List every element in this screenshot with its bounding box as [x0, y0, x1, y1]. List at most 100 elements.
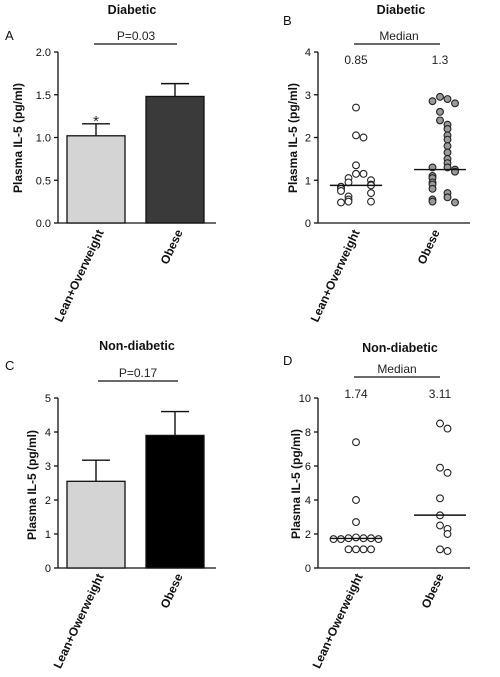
- panel-b-point-0-1: [352, 131, 360, 140]
- panel-d-title: Non-diabetic: [362, 341, 438, 355]
- panel-a-ytick-label-0: 0.0: [36, 218, 51, 230]
- panel-b-point-0-13: [337, 186, 345, 195]
- panel-c-ytick-label-2: 2: [45, 495, 51, 507]
- panel-c-ytick-label-5: 5: [45, 393, 51, 405]
- panel-b-xlabel-2: Obese: [415, 227, 443, 266]
- panel-b-point-1-0: [436, 92, 444, 101]
- panel-b-point-0-17: [344, 197, 353, 206]
- panel-c-ytick-label-1: 1: [45, 529, 51, 541]
- panel-b-point-1-1: [443, 95, 452, 103]
- panel-b-ytick-label-0: 0: [305, 218, 311, 230]
- panel-d-yticks: 0 2 4 6 8 10: [299, 393, 318, 575]
- panel-c-ytick-label-4: 4: [45, 427, 51, 439]
- panel-c-xlabel-2: Obese: [158, 571, 186, 610]
- panel-d-point-1-4: [436, 494, 444, 503]
- panel-c-bracket-label: P=0.17: [119, 366, 158, 380]
- panel-b-point-1-10: [443, 142, 452, 151]
- panel-b-ytick-label-3: 3: [305, 90, 311, 102]
- panel-d-ytick-label-1: 2: [305, 529, 311, 541]
- panel-a-yticks: 0.0 0.5 1.0 1.5 2.0: [36, 47, 58, 230]
- panel-c-bars: [66, 410, 205, 569]
- panel-d-ylabel: Plasma IL-5 (pg/ml): [289, 429, 303, 539]
- panel-b-point-1-9: [443, 135, 452, 144]
- panel-b-point-1-3: [451, 99, 459, 108]
- panel-b-bracket-label: Median: [379, 29, 418, 43]
- panel-d-xlabel-2: Obese: [419, 571, 447, 610]
- panel-b-median-label-1: 0.85: [344, 53, 368, 67]
- panel-b-ytick-label-4: 4: [305, 47, 311, 59]
- panel-d-bracket-label: Median: [377, 362, 416, 376]
- panel-a-bar-0: [66, 135, 126, 224]
- panel-b-point-0-5: [359, 169, 368, 178]
- panel-b-xlabel-1: Lean+Overweight: [308, 227, 363, 324]
- panel-d-point-1-1: [443, 424, 452, 433]
- panel-c-ytick-label-0: 0: [45, 563, 51, 575]
- panel-b-point-1-22: [428, 184, 437, 193]
- panel-a-letter: A: [5, 28, 14, 43]
- panel-a-bars: [66, 82, 205, 224]
- panel-b-point-1-7: [443, 124, 452, 133]
- panel-c-title: Non-diabetic: [99, 339, 175, 353]
- panel-d-median-label-2: 3.11: [429, 387, 452, 401]
- panel-b-median-label-2: 1.3: [432, 53, 449, 67]
- panel-d-point-0-10: [352, 545, 360, 554]
- panel-c-ytick-label-3: 3: [45, 461, 51, 473]
- panel-b-ytick-label-1: 1: [305, 175, 311, 187]
- panel-d-point-1-0: [436, 419, 444, 428]
- panel-c: C Non-diabetic P=0.17 Plasma IL-5 (pg/ml…: [5, 339, 216, 671]
- panel-b-point-0-2: [359, 133, 368, 142]
- panel-c-bar-0: [66, 480, 126, 569]
- panel-b-point-1-26: [428, 197, 437, 206]
- panel-c-letter: C: [5, 358, 14, 373]
- panel-b-point-0-14: [367, 189, 375, 198]
- panel-b-ylabel: Plasma IL-5 (pg/ml): [286, 83, 300, 193]
- panel-d-point-1-6: [436, 521, 444, 530]
- panel-a-xlabel-1: Lean+Overweight: [52, 227, 107, 324]
- panel-a-significance-star: *: [93, 113, 99, 130]
- panel-d-point-0-0: [352, 438, 360, 447]
- panel-b-ytick-label-2: 2: [305, 133, 311, 145]
- panel-d-point-1-8: [443, 530, 452, 538]
- panel-b-point-1-2: [428, 97, 437, 106]
- panel-d-point-0-2: [352, 518, 360, 527]
- panel-b-point-1-27: [451, 198, 459, 207]
- panel-c-ylabel: Plasma IL-5 (pg/ml): [25, 430, 39, 540]
- panel-d-point-1-9: [436, 545, 444, 554]
- panel-d-ytick-label-2: 4: [305, 495, 311, 507]
- panel-d-point-1-2: [436, 463, 444, 472]
- panel-d-point-1-3: [443, 468, 452, 477]
- panel-d-xlabel-1: Lean+Owerweight: [309, 571, 365, 670]
- panel-b-points: [330, 92, 466, 207]
- panel-b-point-0-3: [352, 161, 360, 170]
- panel-b-point-1-4: [436, 107, 444, 116]
- panel-b-point-1-5: [436, 116, 444, 125]
- panel-a-title: Diabetic: [108, 3, 157, 17]
- panel-d-letter: D: [283, 353, 292, 368]
- panel-d-point-1-10: [443, 547, 452, 555]
- panel-c-bar-1: [145, 434, 205, 569]
- panel-d-points: [329, 419, 466, 555]
- panel-d-ytick-label-4: 8: [305, 427, 311, 439]
- panel-b-point-0-19: [337, 198, 345, 207]
- panel-b-letter: B: [283, 13, 292, 28]
- panel-b-title: Diabetic: [377, 3, 426, 17]
- panel-a-ytick-label-2: 1.0: [36, 133, 51, 145]
- panel-a-ytick-label-4: 2.0: [36, 47, 51, 59]
- panel-a-bar-1: [145, 95, 205, 224]
- panel-d-point-0-11: [359, 545, 368, 554]
- panel-a: A Diabetic P=0.03 Plasma IL-5 (pg/ml) 0.…: [5, 3, 216, 324]
- panel-a-bracket-label: P=0.03: [117, 29, 156, 43]
- panel-a-ytick-label-1: 0.5: [36, 175, 51, 187]
- panel-b-yticks: 0 1 2 3 4: [305, 47, 318, 230]
- panel-d-ytick-label-3: 6: [305, 461, 311, 473]
- panel-d-point-0-3: [352, 533, 360, 542]
- panel-c-yticks: 0 1 2 3 4 5: [45, 393, 58, 575]
- panel-b-point-1-11: [443, 148, 452, 157]
- panel-b-point-0-18: [367, 197, 375, 206]
- panel-b-point-1-24: [443, 193, 452, 202]
- panel-b: B Diabetic Median 0.85 1.3 Plasma IL-5 (…: [283, 3, 470, 324]
- panel-a-ytick-label-3: 1.5: [36, 90, 51, 102]
- panel-a-ylabel: Plasma IL-5 (pg/ml): [11, 83, 25, 193]
- panel-d-median-label-1: 1.74: [344, 387, 368, 401]
